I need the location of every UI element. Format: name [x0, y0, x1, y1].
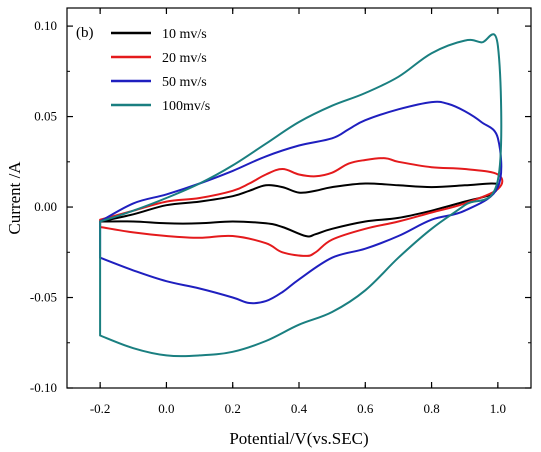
- legend: 10 mv/s 20 mv/s 50 mv/s 100mv/s: [111, 27, 210, 114]
- x-tick-label: 0.6: [357, 401, 374, 416]
- curves-layer: [99, 33, 504, 358]
- x-tick-label: 1.0: [490, 401, 506, 416]
- series-curve-2: [99, 100, 503, 305]
- x-tick-label: 0.2: [225, 401, 241, 416]
- series-curve-1: [99, 157, 504, 257]
- y-tick-label: 0.10: [34, 18, 57, 33]
- x-tick-label: 0.0: [158, 401, 174, 416]
- series-curve-3: [99, 33, 503, 358]
- legend-label-0: 10 mv/s: [162, 27, 207, 42]
- axis-tick-labels: -0.2 0.0 0.2 0.4 0.6 0.8 1.0 -0.10 -0.05 0.00 0.05…: [30, 18, 506, 416]
- y-axis-title: Current /A: [5, 161, 24, 235]
- panel-label: (b): [76, 25, 94, 41]
- x-tick-label: 0.8: [423, 401, 439, 416]
- y-tick-label: 0.05: [34, 109, 57, 124]
- x-axis-title: Potential/V(vs.SEC): [229, 429, 368, 448]
- x-tick-label: 0.4: [291, 401, 308, 416]
- y-tick-label: -0.05: [30, 290, 57, 305]
- x-tick-label: -0.2: [90, 401, 111, 416]
- y-tick-label: -0.10: [30, 380, 57, 395]
- legend-label-3: 100mv/s: [162, 99, 210, 114]
- legend-label-2: 50 mv/s: [162, 75, 207, 90]
- axis-ticks: [67, 8, 531, 389]
- legend-label-1: 20 mv/s: [162, 51, 207, 66]
- plot-frame: [66, 7, 532, 389]
- y-tick-label: 0.00: [34, 199, 57, 214]
